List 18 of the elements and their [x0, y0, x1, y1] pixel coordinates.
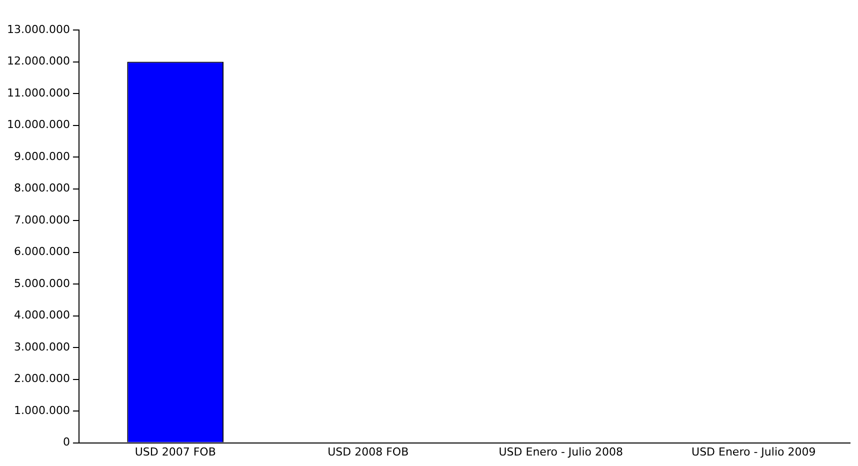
- y-tick-label: 0: [62, 436, 70, 449]
- x-tick-label: USD Enero - Julio 2008: [498, 445, 623, 458]
- y-tick-label: 9.000.000: [14, 150, 70, 163]
- y-tick-label: 5.000.000: [14, 276, 70, 290]
- y-tick-label: 12.000.000: [6, 54, 70, 68]
- y-tick-label: 6.000.000: [14, 245, 70, 258]
- y-tick-label: 7.000.000: [14, 213, 70, 226]
- y-tick-label: 2.000.000: [14, 372, 70, 386]
- y-tick-label: 10.000.000: [6, 118, 70, 132]
- x-tick-label: USD 2007 FOB: [134, 445, 216, 458]
- y-tick-label: 1.000.000: [14, 404, 70, 417]
- y-tick-label: 8.000.000: [14, 182, 70, 195]
- x-tick-label: USD Enero - Julio 2009: [692, 445, 816, 458]
- x-tick-label: USD 2008 FOB: [328, 445, 409, 458]
- y-tick-label: 3.000.000: [14, 340, 70, 354]
- y-tick-label: 4.000.000: [14, 308, 70, 322]
- y-tick-label: 11.000.000: [6, 86, 70, 100]
- y-tick-label: 13.000.000: [6, 22, 70, 36]
